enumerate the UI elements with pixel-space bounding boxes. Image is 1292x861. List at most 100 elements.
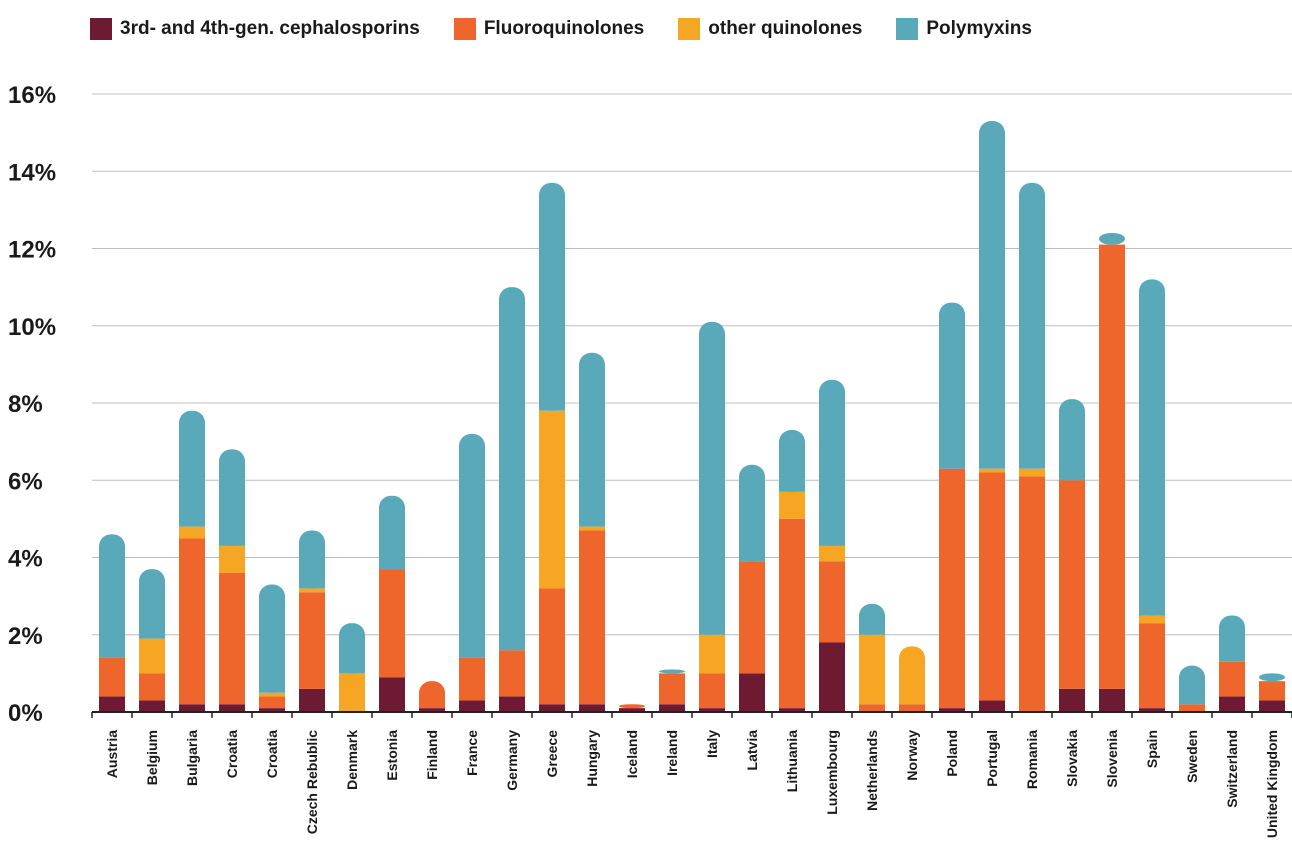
bar-segment	[659, 704, 685, 712]
x-category-label: Norway	[904, 730, 920, 781]
x-category-label: Estonia	[384, 730, 400, 781]
bar-segment	[979, 472, 1005, 701]
bar-segment	[419, 708, 445, 712]
bar-segment	[179, 526, 205, 539]
legend-label-cephalosporins: 3rd- and 4th-gen. cephalosporins	[120, 18, 420, 39]
bar-segment	[259, 708, 285, 712]
bar-cap	[1099, 233, 1125, 245]
legend-swatch-cephalosporins	[90, 18, 112, 40]
bar-segment	[459, 657, 485, 701]
bar-segment	[1139, 623, 1165, 709]
bar-segment	[899, 704, 925, 712]
bar-cap	[579, 352, 605, 527]
x-category-label: Greece	[544, 730, 560, 778]
bar-segment	[499, 650, 525, 697]
bar-segment	[1259, 681, 1285, 701]
bar-segment	[379, 569, 405, 678]
bar-cap	[659, 669, 685, 674]
bar-segment	[99, 696, 125, 712]
bar-segment	[699, 673, 725, 709]
x-category-label: Finland	[424, 730, 440, 780]
bar-cap	[339, 623, 365, 674]
x-category-label: Austria	[104, 730, 120, 778]
y-tick-label: 0%	[8, 700, 43, 727]
bar-segment	[219, 545, 245, 573]
bar-segment	[859, 634, 885, 705]
bar-segment	[979, 468, 1005, 473]
bar-cap	[939, 302, 965, 469]
legend-label-polymyxins: Polymyxins	[926, 18, 1032, 39]
bar-segment	[819, 561, 845, 643]
x-category-label: Portugal	[984, 730, 1000, 787]
x-category-label: Germany	[504, 730, 520, 791]
x-category-label: Ireland	[664, 730, 680, 776]
bar-cap	[459, 433, 485, 658]
bar-segment	[459, 700, 485, 712]
x-category-label: United Kingdom	[1264, 730, 1280, 838]
x-category-label: Czech Rebublic	[304, 730, 320, 834]
legend-label-other-quinolones: other quinolones	[708, 18, 863, 39]
x-category-label: Lithuania	[784, 730, 800, 792]
bar-segment	[619, 708, 645, 712]
bar-segment	[539, 410, 565, 589]
bar-segment	[779, 491, 805, 519]
bar-cap	[259, 584, 285, 693]
y-tick-label: 8%	[8, 391, 43, 418]
bar-segment	[299, 592, 325, 689]
y-tick-label: 12%	[8, 237, 56, 264]
x-category-label: Latvia	[744, 730, 760, 771]
x-category-label: Belgium	[144, 730, 160, 785]
bar-cap	[99, 534, 125, 658]
bar-cap	[859, 603, 885, 635]
legend-label-fluoroquinolones: Fluoroquinolones	[483, 18, 645, 39]
bar-cap	[699, 321, 725, 635]
bar-segment	[579, 526, 605, 531]
legend-item-cephalosporins: 3rd- and 4th-gen. cephalosporins	[90, 18, 420, 40]
legend-swatch-other-quinolones	[678, 18, 701, 40]
bar-segment	[1059, 480, 1085, 689]
x-category-label: France	[464, 730, 480, 776]
y-tick-label: 6%	[8, 468, 43, 495]
legend-swatch-polymyxins	[896, 18, 919, 40]
bar-segment	[939, 468, 965, 709]
bar-segment	[739, 561, 765, 674]
bar-cap	[739, 464, 765, 562]
bar-segment	[1139, 615, 1165, 624]
bar-cap	[979, 121, 1005, 469]
bar-cap	[1019, 182, 1045, 469]
bar-cap	[139, 569, 165, 639]
legend-item-other-quinolones: other quinolones	[678, 18, 862, 40]
bar-segment	[579, 530, 605, 705]
bar-segment	[139, 700, 165, 712]
bar-segment	[1099, 688, 1125, 712]
x-category-label: Romania	[1024, 730, 1040, 789]
bar-segment	[539, 704, 565, 712]
bar-cap	[179, 410, 205, 527]
bar-segment	[739, 673, 765, 712]
bar-cap	[1219, 615, 1245, 662]
bar-cap	[619, 704, 645, 709]
bar-cap	[779, 430, 805, 492]
y-tick-label: 4%	[8, 546, 43, 573]
x-category-label: Croatia	[264, 730, 280, 778]
bar-segment	[1099, 244, 1125, 689]
bar-segment	[179, 538, 205, 705]
bar-segment	[1179, 704, 1205, 712]
bar-segment	[699, 634, 725, 674]
bar-segment	[779, 518, 805, 709]
bar-cap	[1179, 665, 1205, 705]
bar-segment	[819, 545, 845, 562]
bar-cap	[1259, 673, 1285, 682]
x-category-label: Iceland	[624, 730, 640, 778]
bar-segment	[299, 588, 325, 593]
bar-cap	[899, 646, 925, 705]
bar-segment	[379, 677, 405, 712]
legend-item-fluoroquinolones: Fluoroquinolones	[453, 18, 645, 40]
bar-segment	[1219, 661, 1245, 697]
bar-segment	[1259, 700, 1285, 712]
bar-segment	[339, 673, 365, 712]
bar-segment	[299, 688, 325, 712]
bar-segment	[699, 708, 725, 712]
x-category-label: Slovakia	[1064, 730, 1080, 787]
